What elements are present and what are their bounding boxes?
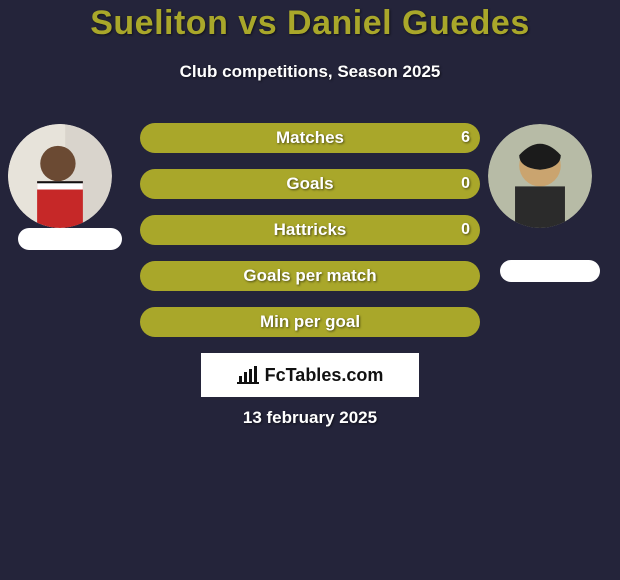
stat-row: Hattricks0 — [140, 215, 480, 245]
player-left-name-pill — [18, 228, 122, 250]
stats-bars: Matches6Goals0Hattricks0Goals per matchM… — [140, 123, 480, 353]
bar-chart-icon — [237, 366, 259, 384]
stat-row: Goals per match — [140, 261, 480, 291]
page-title: Sueliton vs Daniel Guedes — [0, 4, 620, 43]
player-right-name-pill — [500, 260, 600, 282]
page-subtitle: Club competitions, Season 2025 — [0, 62, 620, 82]
player-left-avatar — [8, 124, 112, 228]
avatar-placeholder-icon — [8, 124, 112, 228]
stat-row: Goals0 — [140, 169, 480, 199]
stat-label: Goals — [140, 169, 480, 199]
source-badge-text: FcTables.com — [265, 365, 384, 386]
stat-label: Min per goal — [140, 307, 480, 337]
avatar-placeholder-icon — [488, 124, 592, 228]
stat-label: Hattricks — [140, 215, 480, 245]
player-right-avatar — [488, 124, 592, 228]
stat-value-right: 0 — [461, 169, 470, 199]
comparison-card: Sueliton vs Daniel Guedes Club competiti… — [0, 0, 620, 580]
source-badge: FcTables.com — [201, 353, 419, 397]
stat-label: Matches — [140, 123, 480, 153]
stat-row: Min per goal — [140, 307, 480, 337]
stat-label: Goals per match — [140, 261, 480, 291]
stat-value-right: 6 — [461, 123, 470, 153]
stat-row: Matches6 — [140, 123, 480, 153]
stat-value-right: 0 — [461, 215, 470, 245]
date-label: 13 february 2025 — [0, 408, 620, 428]
